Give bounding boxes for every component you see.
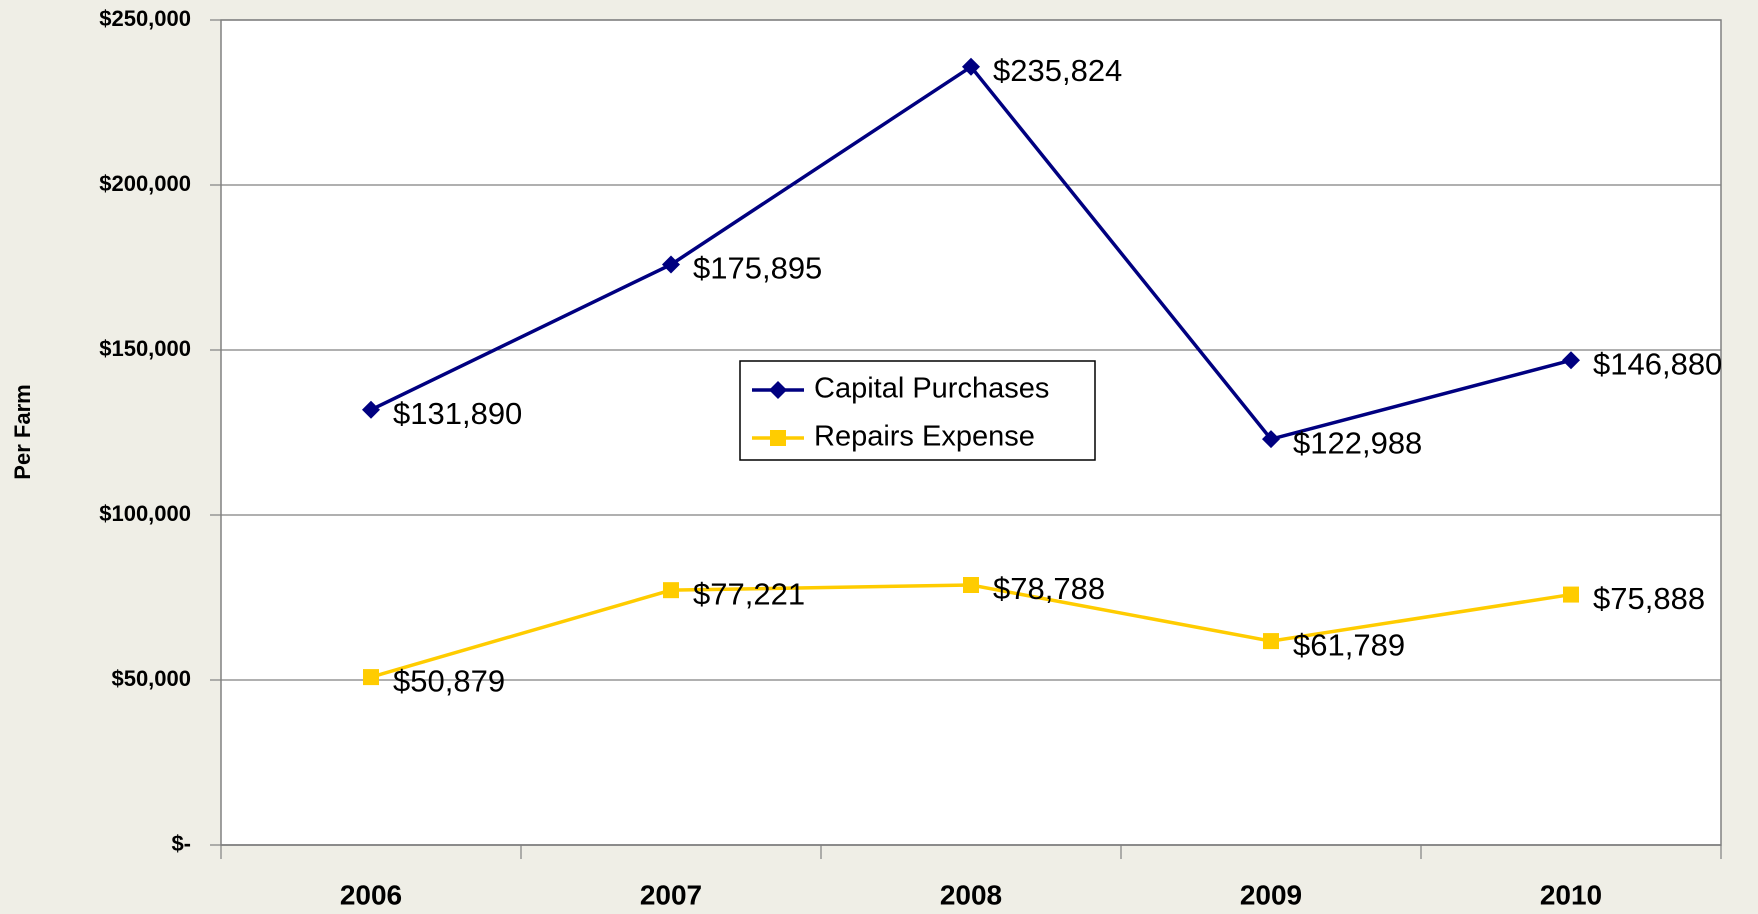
x-tick-label: 2008 xyxy=(940,879,1002,910)
marker xyxy=(1562,351,1580,370)
marker xyxy=(963,576,979,593)
legend-marker xyxy=(769,381,787,399)
marker xyxy=(1563,586,1579,603)
data-label: $122,988 xyxy=(1293,425,1422,460)
legend-box xyxy=(739,360,1096,461)
data-label: $146,880 xyxy=(1593,346,1722,381)
data-label: $50,879 xyxy=(393,663,505,698)
legend-label: Capital Purchases xyxy=(814,373,1049,405)
marker xyxy=(962,57,980,76)
y-axis-label: Per Farm xyxy=(10,384,35,479)
x-tick-label: 2009 xyxy=(1240,879,1302,910)
data-label: $175,895 xyxy=(693,251,822,286)
legend: Capital Purchases Repairs Expense xyxy=(739,360,1096,461)
marker xyxy=(663,582,679,599)
marker xyxy=(662,255,680,274)
data-label: $235,824 xyxy=(993,53,1122,88)
data-label: $61,789 xyxy=(1293,627,1405,662)
marker xyxy=(1263,633,1279,650)
x-tick-label: 2010 xyxy=(1540,879,1602,910)
x-tick-label: 2006 xyxy=(340,879,402,910)
legend-label: Repairs Expense xyxy=(814,421,1035,453)
legend-marker xyxy=(770,430,786,446)
marker xyxy=(363,669,379,686)
data-label: $78,788 xyxy=(993,571,1105,606)
y-tick-label: $250,000 xyxy=(99,6,191,31)
data-label: $75,888 xyxy=(1593,581,1705,616)
y-tick-label: $200,000 xyxy=(99,171,191,196)
marker xyxy=(362,400,380,419)
y-tick-label: $- xyxy=(171,831,191,856)
data-label: $131,890 xyxy=(393,396,522,431)
marker xyxy=(1262,430,1280,449)
x-tick-label: 2007 xyxy=(640,879,702,910)
y-tick-label: $150,000 xyxy=(99,336,191,361)
data-label: $77,221 xyxy=(693,576,805,611)
y-tick-label: $100,000 xyxy=(99,501,191,526)
y-tick-label: $50,000 xyxy=(111,666,191,691)
